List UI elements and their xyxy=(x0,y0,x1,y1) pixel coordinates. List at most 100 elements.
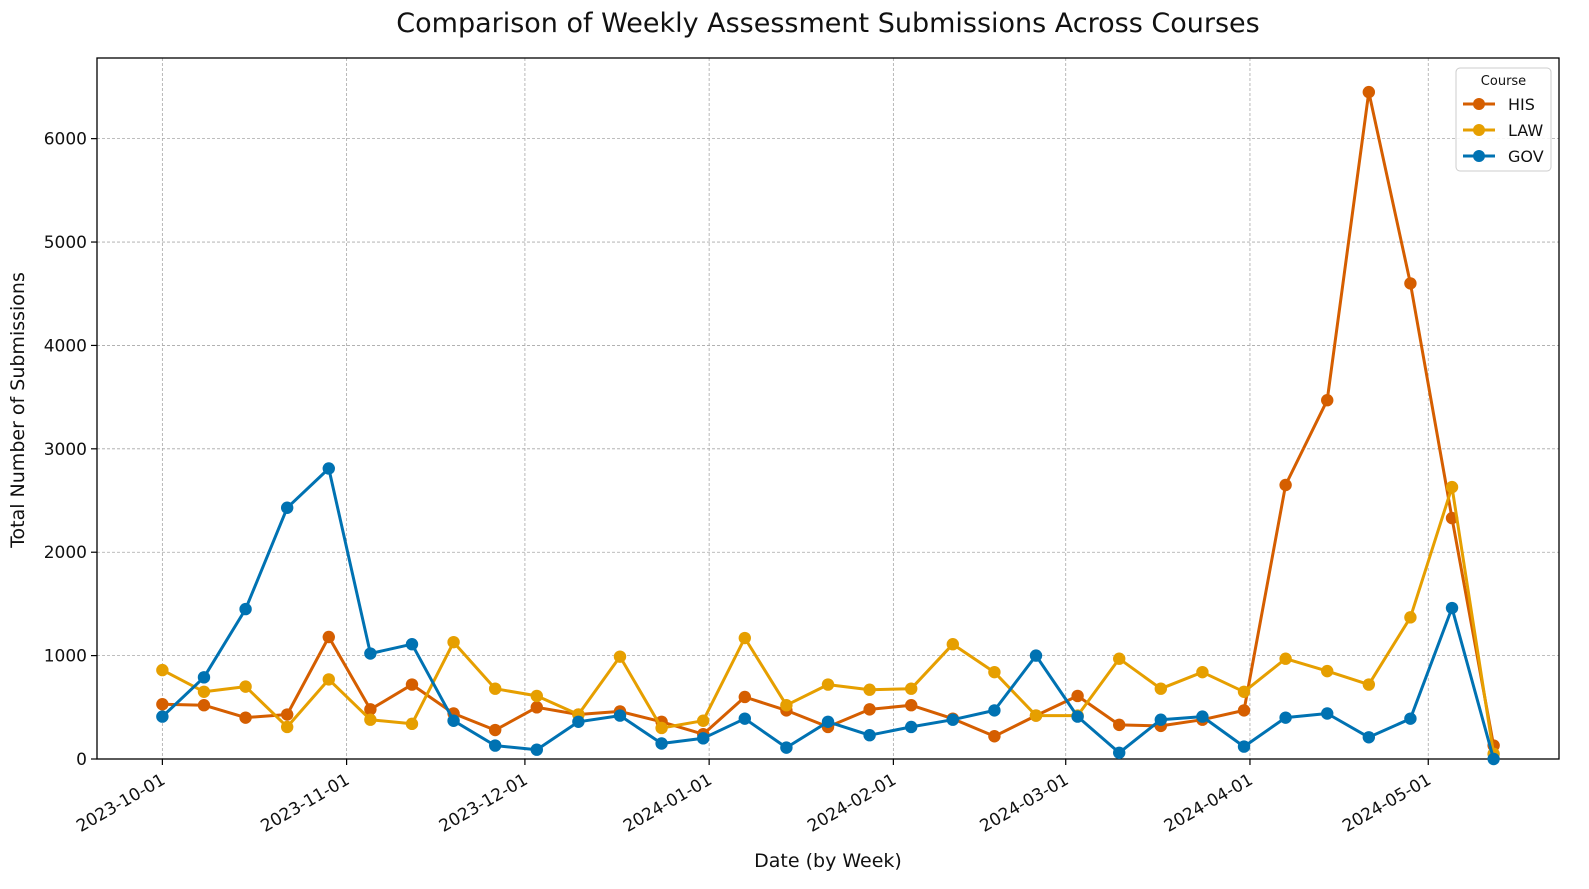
data-point-law[interactable] xyxy=(197,685,211,698)
data-point-law[interactable] xyxy=(239,680,252,693)
data-point-law[interactable] xyxy=(1029,709,1043,722)
data-point-law[interactable] xyxy=(905,682,918,695)
data-point-gov[interactable] xyxy=(1487,752,1500,766)
data-point-law[interactable] xyxy=(1154,682,1168,695)
data-point-gov[interactable] xyxy=(696,732,710,745)
data-point-law[interactable] xyxy=(1113,652,1126,665)
data-point-law[interactable] xyxy=(863,683,876,696)
data-point-law[interactable] xyxy=(280,720,294,734)
chart-title: Comparison of Weekly Assessment Submissi… xyxy=(396,8,1259,39)
data-point-his[interactable] xyxy=(405,678,419,691)
data-point-his[interactable] xyxy=(863,703,876,716)
data-point-gov[interactable] xyxy=(738,712,751,725)
data-point-gov[interactable] xyxy=(613,709,627,722)
legend[interactable]: Course HIS LAW GOV xyxy=(1455,67,1552,172)
data-point-law[interactable] xyxy=(1445,480,1459,494)
data-point-law[interactable] xyxy=(447,635,460,649)
data-point-law[interactable] xyxy=(488,682,502,695)
data-point-law[interactable] xyxy=(405,717,419,731)
data-point-his[interactable] xyxy=(280,708,294,721)
data-point-gov[interactable] xyxy=(1196,710,1209,723)
data-point-gov[interactable] xyxy=(1113,746,1126,759)
data-point-gov[interactable] xyxy=(280,501,294,514)
data-point-his[interactable] xyxy=(530,701,543,714)
data-point-gov[interactable] xyxy=(488,739,502,752)
data-point-his[interactable] xyxy=(1362,85,1376,99)
data-point-law[interactable] xyxy=(821,678,835,691)
data-point-gov[interactable] xyxy=(1154,713,1168,726)
legend-item-his[interactable]: HIS xyxy=(1463,95,1535,114)
data-point-law[interactable] xyxy=(946,638,960,651)
data-point-gov[interactable] xyxy=(1029,649,1043,662)
y-tick-label: 5000 xyxy=(44,233,87,253)
data-point-gov[interactable] xyxy=(863,729,876,742)
data-point-law[interactable] xyxy=(1237,685,1251,698)
data-point-gov[interactable] xyxy=(905,720,918,734)
data-point-his[interactable] xyxy=(1113,718,1126,732)
legend-label: GOV xyxy=(1508,147,1544,166)
data-point-law[interactable] xyxy=(1404,611,1417,624)
data-point-his[interactable] xyxy=(1237,704,1251,717)
data-point-gov[interactable] xyxy=(1404,712,1417,725)
data-point-law[interactable] xyxy=(156,663,169,677)
data-point-gov[interactable] xyxy=(780,741,793,754)
data-point-his[interactable] xyxy=(738,690,751,704)
data-point-his[interactable] xyxy=(988,730,1001,743)
data-point-law[interactable] xyxy=(530,689,543,703)
data-point-gov[interactable] xyxy=(572,715,585,728)
data-point-gov[interactable] xyxy=(197,671,211,684)
legend-label: LAW xyxy=(1508,121,1543,140)
data-point-his[interactable] xyxy=(156,698,169,711)
data-point-gov[interactable] xyxy=(405,638,419,651)
data-point-law[interactable] xyxy=(364,713,377,726)
data-point-his[interactable] xyxy=(1279,478,1292,492)
data-point-gov[interactable] xyxy=(1321,707,1334,720)
data-point-law[interactable] xyxy=(322,673,335,686)
data-point-gov[interactable] xyxy=(322,462,335,475)
data-point-gov[interactable] xyxy=(988,704,1001,717)
legend-box xyxy=(1455,67,1552,172)
data-point-his[interactable] xyxy=(905,699,918,712)
data-point-his[interactable] xyxy=(488,723,502,737)
data-point-gov[interactable] xyxy=(1237,740,1251,753)
data-point-gov[interactable] xyxy=(946,713,960,726)
data-point-law[interactable] xyxy=(1362,678,1376,691)
data-point-gov[interactable] xyxy=(1279,711,1292,724)
data-point-gov[interactable] xyxy=(821,715,835,728)
legend-label: HIS xyxy=(1508,95,1535,114)
legend-swatch-marker xyxy=(1473,98,1485,110)
legend-item-gov[interactable]: GOV xyxy=(1463,147,1544,166)
data-point-law[interactable] xyxy=(738,631,751,645)
data-point-law[interactable] xyxy=(780,699,793,712)
data-point-gov[interactable] xyxy=(1071,710,1084,723)
y-tick-label: 2000 xyxy=(44,543,87,563)
data-point-his[interactable] xyxy=(197,699,211,712)
y-tick-label: 6000 xyxy=(44,130,87,150)
data-point-gov[interactable] xyxy=(156,710,169,723)
data-point-gov[interactable] xyxy=(1445,601,1459,615)
series-gov xyxy=(156,462,1500,766)
data-point-gov[interactable] xyxy=(364,647,377,660)
data-point-law[interactable] xyxy=(613,650,627,663)
data-point-his[interactable] xyxy=(322,630,335,644)
data-point-law[interactable] xyxy=(988,665,1001,679)
data-point-his[interactable] xyxy=(239,711,252,724)
data-point-law[interactable] xyxy=(655,721,668,735)
data-point-his[interactable] xyxy=(364,703,377,716)
y-tick-label: 4000 xyxy=(44,336,87,356)
data-point-his[interactable] xyxy=(1321,394,1334,407)
data-point-law[interactable] xyxy=(1279,652,1292,665)
data-point-gov[interactable] xyxy=(239,602,252,616)
data-point-law[interactable] xyxy=(1196,665,1209,679)
legend-item-law[interactable]: LAW xyxy=(1463,121,1543,140)
data-point-law[interactable] xyxy=(1321,664,1334,678)
data-point-gov[interactable] xyxy=(447,714,460,727)
data-point-law[interactable] xyxy=(696,714,710,727)
data-point-gov[interactable] xyxy=(655,737,668,750)
y-tick-label: 1000 xyxy=(44,647,87,667)
data-point-gov[interactable] xyxy=(1362,731,1376,744)
data-point-his[interactable] xyxy=(1404,277,1417,290)
data-point-his[interactable] xyxy=(1071,689,1084,703)
plot-area-frame xyxy=(96,57,1560,760)
data-point-gov[interactable] xyxy=(530,743,543,756)
